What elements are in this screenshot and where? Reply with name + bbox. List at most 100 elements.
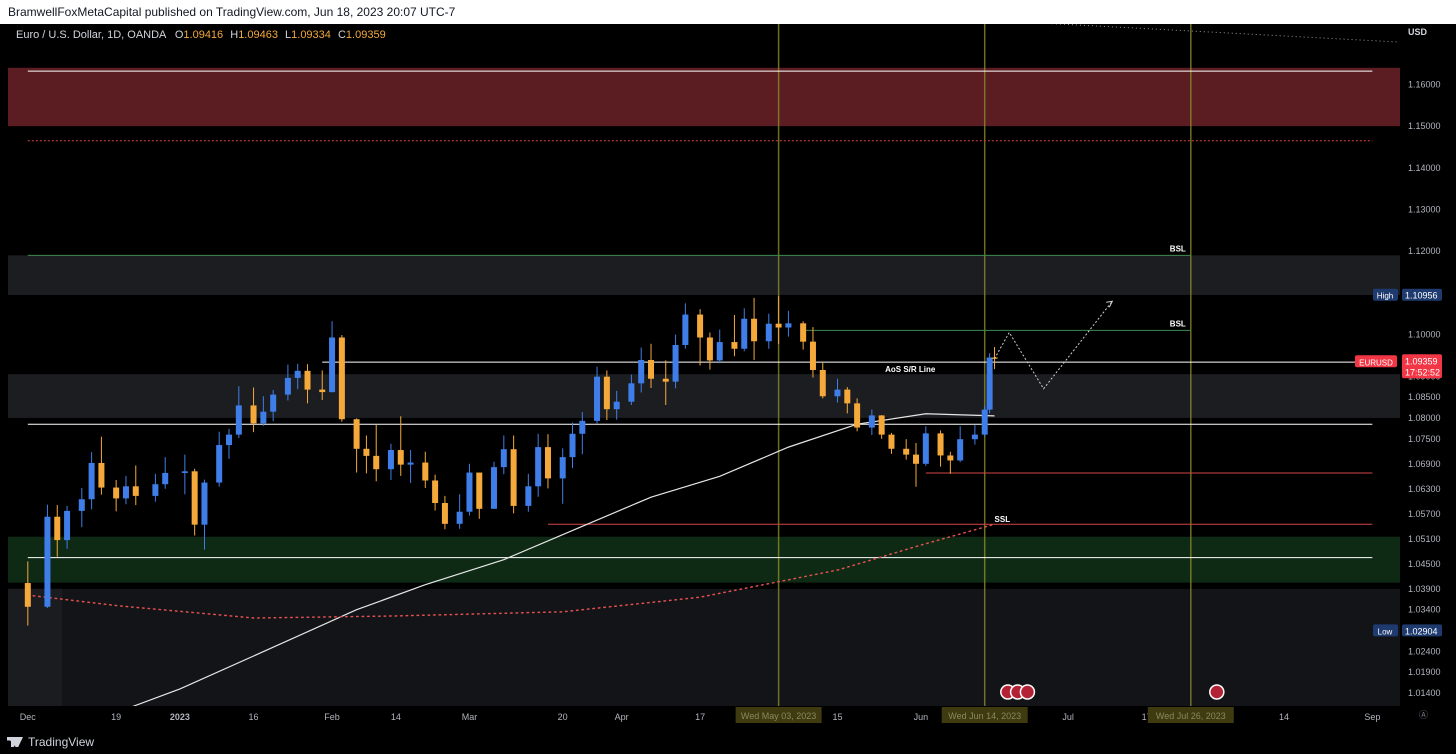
candle-body bbox=[363, 448, 370, 456]
candle bbox=[319, 370, 326, 401]
y-tick-label: 1.06300 bbox=[1408, 484, 1441, 494]
x-tick-label: 17 bbox=[1142, 712, 1152, 722]
candle bbox=[191, 468, 198, 536]
y-tick-label: 1.07500 bbox=[1408, 434, 1441, 444]
candle-body bbox=[353, 419, 360, 449]
y-tick-label: 1.13000 bbox=[1408, 205, 1441, 215]
zone-demand bbox=[8, 536, 1400, 583]
candle-body bbox=[785, 323, 792, 328]
x-tick-label: Feb bbox=[324, 712, 340, 722]
tradingview-brand[interactable]: TradingView bbox=[28, 735, 95, 749]
y-tick-label: 1.04500 bbox=[1408, 559, 1441, 569]
symbol-tag bbox=[1355, 355, 1397, 368]
legend-o-value: 1.09416 bbox=[183, 29, 223, 41]
x-tick-label: 14 bbox=[391, 712, 401, 722]
y-tick-label: 1.08500 bbox=[1408, 392, 1441, 402]
candle bbox=[697, 309, 704, 366]
legend-symbol: Euro / U.S. Dollar, 1D, OANDA bbox=[16, 29, 167, 41]
candle-body bbox=[819, 370, 826, 397]
candle bbox=[903, 439, 910, 460]
tradingview-logo-icon[interactable] bbox=[7, 737, 23, 747]
candle-body bbox=[957, 439, 964, 461]
candle bbox=[490, 461, 497, 509]
y-tick-label: 1.12000 bbox=[1408, 246, 1441, 256]
y-tick-label: 1.06900 bbox=[1408, 459, 1441, 469]
candle bbox=[88, 452, 95, 510]
candle bbox=[922, 426, 929, 466]
marker-label: Wed May 03, 2023 bbox=[741, 711, 816, 721]
candle-body bbox=[319, 389, 326, 393]
candle bbox=[844, 387, 851, 414]
candle-body bbox=[88, 462, 95, 500]
x-tick-label: Jun bbox=[914, 712, 929, 722]
candle bbox=[338, 334, 345, 422]
marker-label-box bbox=[735, 707, 822, 723]
levels: BSL BSL AoS S/R Line SSL bbox=[27, 24, 1399, 559]
publish-info: BramwellFoxMetaCapital published on Trad… bbox=[8, 5, 456, 19]
candle-body bbox=[613, 401, 620, 410]
candle bbox=[672, 334, 679, 389]
candle-body bbox=[162, 472, 169, 485]
legend-h-value: 1.09463 bbox=[238, 29, 278, 41]
candle bbox=[682, 303, 689, 349]
legend-c-value: 1.09359 bbox=[346, 29, 386, 41]
candle-body bbox=[594, 376, 601, 421]
candle bbox=[628, 374, 635, 406]
zone-left-shade bbox=[8, 588, 62, 706]
candle-body bbox=[844, 389, 851, 404]
candle-body bbox=[397, 450, 404, 465]
candle-body bbox=[132, 486, 139, 496]
legend-h-label: H bbox=[230, 29, 238, 41]
candle bbox=[387, 443, 394, 481]
legend-l-label: L bbox=[285, 29, 291, 41]
candle-body bbox=[878, 415, 885, 435]
candle-body bbox=[775, 323, 782, 328]
extreme-tag-label: High bbox=[1377, 292, 1393, 301]
candle bbox=[284, 364, 291, 401]
level-label: BSL bbox=[1170, 244, 1186, 253]
candle-body bbox=[338, 337, 345, 420]
x-tick-label: 19 bbox=[111, 712, 121, 722]
y-tick-label: 1.01400 bbox=[1408, 688, 1441, 698]
candle bbox=[201, 479, 208, 550]
candle-body bbox=[525, 486, 532, 506]
candle-body bbox=[981, 409, 988, 435]
candle-body bbox=[24, 583, 31, 607]
candle-body bbox=[54, 516, 61, 541]
x-tick-label: Jul bbox=[1062, 712, 1074, 722]
candle-body bbox=[731, 342, 738, 349]
settings-a-icon[interactable]: Ⓐ bbox=[1419, 710, 1428, 720]
candle bbox=[819, 362, 826, 399]
candle bbox=[44, 504, 51, 609]
candle-body bbox=[648, 359, 655, 379]
candle bbox=[981, 405, 988, 437]
chart[interactable]: BSL BSL AoS S/R Line SSL 1.16000 1.15000 1.14… bbox=[0, 24, 1456, 730]
candle bbox=[373, 425, 380, 482]
candle-body bbox=[535, 447, 542, 487]
us-flag-icon bbox=[1019, 684, 1036, 700]
extreme-price-value: 1.10956 bbox=[1405, 291, 1438, 301]
candle-body bbox=[765, 323, 772, 342]
candle-body bbox=[98, 462, 105, 488]
candle-body bbox=[44, 516, 51, 607]
candle-body bbox=[181, 471, 188, 473]
candle bbox=[913, 442, 920, 487]
candle bbox=[706, 332, 713, 370]
candle bbox=[24, 561, 31, 626]
candle-body bbox=[284, 377, 291, 395]
candle bbox=[957, 426, 964, 463]
candle-body bbox=[490, 467, 497, 509]
x-tick-label: 17 bbox=[695, 712, 705, 722]
candle bbox=[122, 475, 129, 505]
candle-body bbox=[662, 378, 669, 382]
candle bbox=[456, 494, 463, 529]
candle-body bbox=[235, 405, 242, 435]
zone-discount bbox=[8, 588, 1400, 708]
us-flag-icon bbox=[1209, 684, 1225, 700]
projection bbox=[994, 300, 1114, 390]
candle-body bbox=[122, 486, 129, 499]
candle bbox=[181, 454, 188, 495]
candle-body bbox=[947, 455, 954, 461]
candle-body bbox=[510, 449, 517, 506]
candle-body bbox=[716, 342, 723, 361]
